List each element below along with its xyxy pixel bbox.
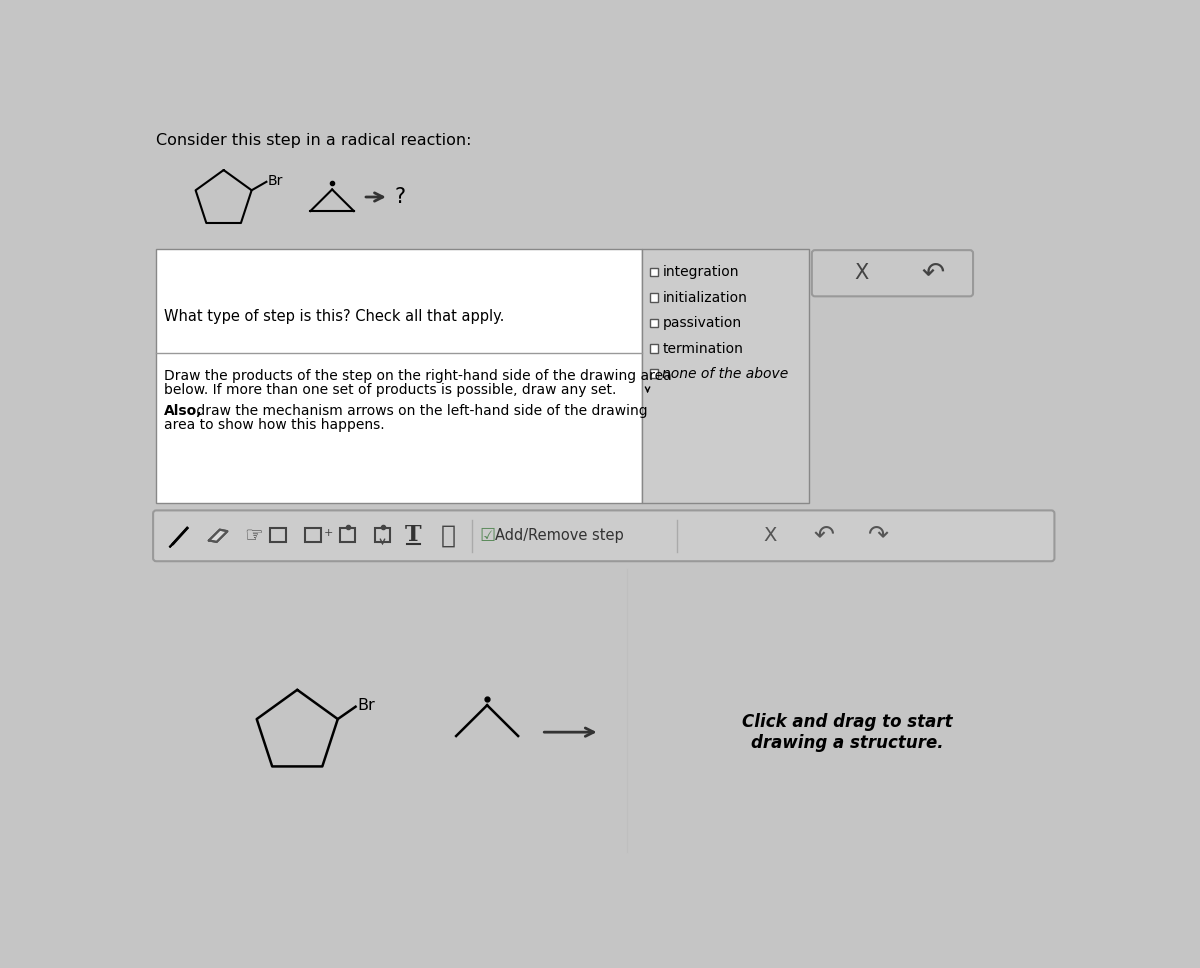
Text: ↶: ↶ bbox=[922, 259, 944, 287]
Text: none of the above: none of the above bbox=[662, 367, 788, 381]
Text: area to show how this happens.: area to show how this happens. bbox=[164, 418, 384, 432]
FancyBboxPatch shape bbox=[812, 250, 973, 296]
Text: below. If more than one set of products is possible, draw any set.: below. If more than one set of products … bbox=[164, 382, 617, 397]
Text: X: X bbox=[763, 527, 776, 545]
Text: Also,: Also, bbox=[164, 405, 203, 418]
Text: draw the mechanism arrows on the left-hand side of the drawing: draw the mechanism arrows on the left-ha… bbox=[192, 405, 648, 418]
Text: passivation: passivation bbox=[662, 317, 742, 330]
Text: +: + bbox=[324, 529, 332, 538]
Text: What type of step is this? Check all that apply.: What type of step is this? Check all tha… bbox=[164, 309, 504, 324]
Text: X: X bbox=[854, 263, 869, 284]
Text: termination: termination bbox=[662, 342, 743, 355]
Text: ↶: ↶ bbox=[814, 524, 835, 548]
FancyBboxPatch shape bbox=[650, 370, 659, 378]
Text: Draw the products of the step on the right-hand side of the drawing area: Draw the products of the step on the rig… bbox=[164, 369, 672, 382]
Text: T: T bbox=[406, 524, 422, 546]
Text: ☞: ☞ bbox=[244, 526, 263, 546]
FancyBboxPatch shape bbox=[650, 268, 659, 276]
Text: ⌢: ⌢ bbox=[440, 524, 456, 548]
FancyBboxPatch shape bbox=[650, 293, 659, 302]
FancyBboxPatch shape bbox=[642, 249, 809, 502]
FancyBboxPatch shape bbox=[154, 510, 1055, 561]
FancyBboxPatch shape bbox=[650, 318, 659, 327]
Text: Add/Remove step: Add/Remove step bbox=[494, 529, 624, 543]
Text: Click and drag to start
drawing a structure.: Click and drag to start drawing a struct… bbox=[742, 712, 953, 751]
Polygon shape bbox=[209, 529, 228, 542]
FancyBboxPatch shape bbox=[156, 249, 642, 502]
Text: integration: integration bbox=[662, 265, 739, 280]
Text: Consider this step in a radical reaction:: Consider this step in a radical reaction… bbox=[156, 133, 472, 148]
Text: Br: Br bbox=[358, 699, 374, 713]
Text: Br: Br bbox=[268, 174, 283, 188]
Text: ↷: ↷ bbox=[868, 524, 889, 548]
FancyBboxPatch shape bbox=[650, 344, 659, 352]
Text: ?: ? bbox=[395, 187, 406, 207]
Text: ☑: ☑ bbox=[479, 527, 496, 545]
Text: initialization: initialization bbox=[662, 290, 748, 305]
